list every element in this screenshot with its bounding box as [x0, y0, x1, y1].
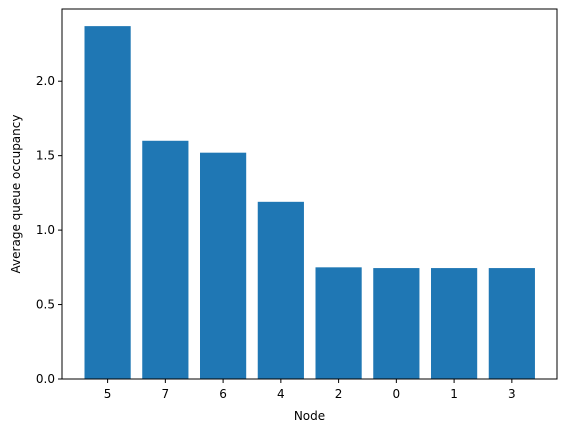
x-axis-label: Node: [294, 409, 325, 423]
x-tick-label: 3: [508, 387, 516, 401]
x-tick-label: 4: [277, 387, 285, 401]
y-tick-label: 2.0: [36, 74, 55, 88]
bar-node-7: [142, 140, 189, 379]
bar-node-1: [431, 268, 478, 379]
bars-group: [84, 26, 535, 379]
plot-frame: [61, 8, 558, 380]
y-ticks-group: 0.0 0.5 1.0 1.5 2.0: [36, 74, 62, 386]
x-tick-label: 2: [335, 387, 343, 401]
bar-node-2: [315, 267, 362, 379]
y-axis-label: Average queue occupancy: [9, 115, 23, 274]
x-tick-label: 5: [104, 387, 112, 401]
y-tick-label: 1.5: [36, 149, 55, 163]
y-tick-label: 0.5: [36, 298, 55, 312]
bar-node-3: [488, 268, 535, 379]
y-tick-label: 1.0: [36, 223, 55, 237]
x-tick-label: 0: [393, 387, 401, 401]
x-tick-label: 1: [450, 387, 458, 401]
y-tick-label: 0.0: [36, 372, 55, 386]
x-tick-label: 7: [162, 387, 170, 401]
bar-node-6: [200, 152, 247, 379]
bar-node-4: [257, 201, 304, 379]
plot-background: [62, 9, 557, 379]
x-ticks-group: 5 7 6 4 2 0 1 3: [104, 379, 516, 401]
bar-node-5: [84, 26, 131, 379]
bar-node-0: [373, 268, 420, 379]
x-tick-label: 6: [219, 387, 227, 401]
